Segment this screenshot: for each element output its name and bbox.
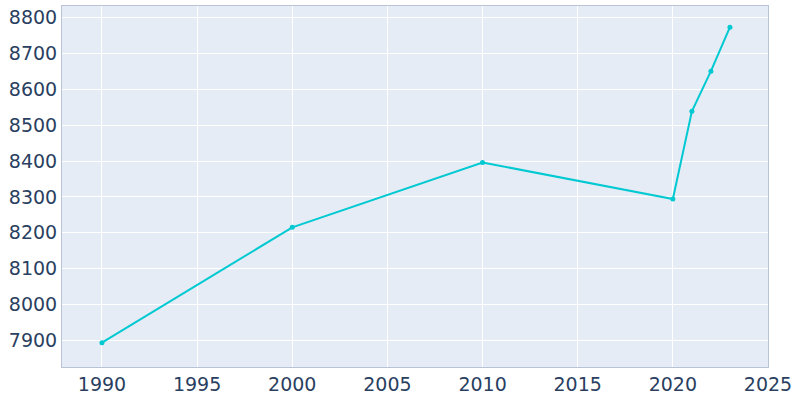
svg-text:8600: 8600	[9, 78, 57, 100]
svg-text:8100: 8100	[9, 257, 57, 279]
svg-text:8000: 8000	[9, 293, 57, 315]
svg-text:8500: 8500	[9, 114, 57, 136]
svg-text:8300: 8300	[9, 186, 57, 208]
svg-text:1995: 1995	[173, 373, 221, 395]
svg-text:2015: 2015	[554, 373, 602, 395]
svg-text:2000: 2000	[268, 373, 316, 395]
svg-text:2005: 2005	[363, 373, 411, 395]
svg-text:8400: 8400	[9, 150, 57, 172]
svg-text:8700: 8700	[9, 42, 57, 64]
svg-text:2020: 2020	[649, 373, 697, 395]
svg-text:2010: 2010	[458, 373, 506, 395]
svg-text:1990: 1990	[78, 373, 126, 395]
svg-text:7900: 7900	[9, 329, 57, 351]
svg-text:8800: 8800	[9, 6, 57, 28]
svg-text:2025: 2025	[744, 373, 792, 395]
svg-text:8200: 8200	[9, 221, 57, 243]
